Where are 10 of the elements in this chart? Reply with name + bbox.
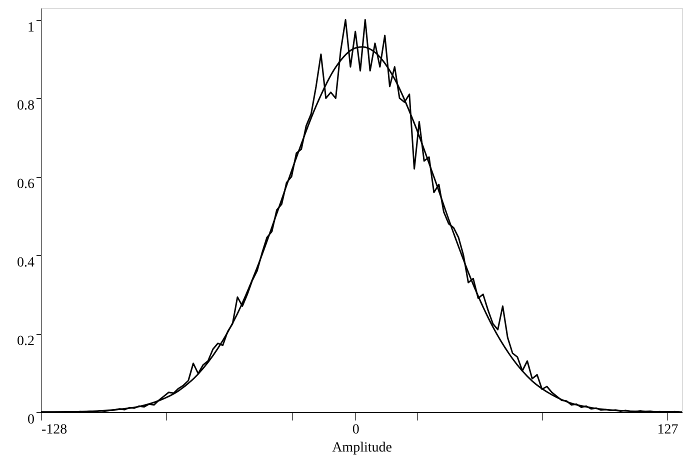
y-tick-label: 0.2 bbox=[17, 334, 34, 350]
x-tick-label: -128 bbox=[42, 422, 68, 438]
y-tick-label: 1 bbox=[28, 20, 34, 36]
y-tick-label: 0.6 bbox=[17, 177, 34, 192]
y-tick-label: 0.4 bbox=[17, 256, 34, 271]
x-tick-label: 0 bbox=[352, 422, 360, 438]
x-axis-title: Amplitude bbox=[332, 440, 392, 456]
x-tick-label: 127 bbox=[657, 422, 678, 438]
y-tick-label: 0 bbox=[28, 412, 34, 428]
y-tick-label: 0.8 bbox=[17, 98, 34, 114]
